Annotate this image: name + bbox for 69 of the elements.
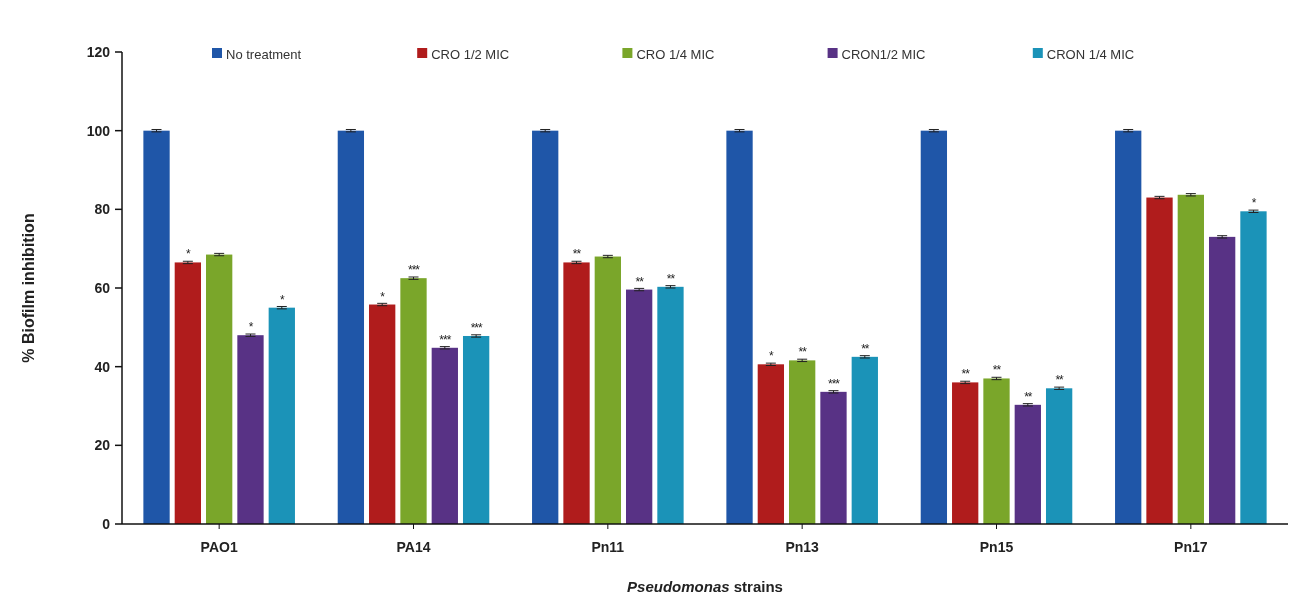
bar: [851, 356, 878, 524]
x-tick-label: PAO1: [200, 539, 238, 555]
data-label: ***: [439, 332, 452, 347]
x-tick-label: Pn13: [785, 539, 820, 555]
legend-label: CRO 1/2 MIC: [431, 46, 510, 62]
bar: [626, 289, 653, 524]
data-label: **: [798, 345, 808, 360]
x-tick-label: Pn15: [979, 539, 1014, 555]
bar: [532, 130, 559, 524]
bar: [206, 254, 233, 524]
bar: [757, 364, 784, 524]
bar: [657, 286, 684, 524]
x-tick-label: PA14: [396, 539, 431, 555]
data-label: **: [635, 274, 645, 289]
y-tick-label: 80: [94, 201, 111, 218]
data-label: **: [992, 363, 1002, 378]
legend-label: No treatment: [226, 46, 302, 62]
data-label: *: [279, 292, 285, 307]
bar: [237, 335, 264, 524]
bar: [594, 256, 621, 524]
y-axis-title: % Biofilm inhibition: [20, 213, 37, 363]
y-tick-label: 20: [94, 437, 111, 454]
bar: [462, 335, 490, 524]
x-tick-label: Pn11: [591, 539, 625, 555]
bar: [726, 130, 753, 524]
bar: [268, 307, 295, 524]
data-label: **: [1024, 389, 1033, 404]
y-tick-label: 120: [86, 43, 111, 60]
bar: [1240, 211, 1267, 524]
data-label: *: [769, 349, 775, 364]
bar: [1045, 388, 1073, 524]
y-tick-label: 40: [94, 358, 111, 375]
bar: [143, 130, 170, 524]
data-label: **: [961, 367, 971, 382]
data-label: **: [572, 247, 582, 262]
y-tick-label: 60: [94, 279, 111, 296]
bar: [174, 262, 201, 524]
bar: [983, 378, 1010, 524]
legend-label: CRON 1/4 MIC: [1046, 46, 1135, 62]
bar: [820, 391, 847, 524]
legend-label: CRON1/2 MIC: [841, 46, 926, 62]
data-label: **: [861, 341, 870, 356]
x-tick-label: Pn17: [1174, 539, 1208, 555]
bar: [369, 304, 396, 524]
data-label: *: [248, 320, 254, 335]
data-label: *: [1251, 196, 1257, 211]
legend-label: CRO 1/4 MIC: [636, 46, 715, 62]
data-label: **: [666, 271, 676, 286]
data-label: ***: [407, 263, 421, 278]
data-label: ***: [827, 376, 841, 391]
data-label: *: [186, 247, 192, 262]
x-axis-title: Pseudomonas strains: [627, 578, 783, 595]
bar: [1209, 236, 1236, 524]
bar: [1146, 197, 1173, 524]
bar: [563, 262, 590, 524]
bar: [400, 278, 427, 524]
bar: [789, 360, 816, 524]
data-label: ***: [470, 320, 483, 335]
data-label: *: [380, 289, 386, 304]
y-tick-label: 0: [102, 515, 111, 532]
bar: [1014, 404, 1041, 524]
bar: [920, 130, 948, 524]
bar: [431, 347, 458, 524]
data-label: **: [1055, 373, 1065, 388]
bar: [1115, 130, 1142, 524]
bar: [337, 130, 365, 524]
y-tick-label: 100: [86, 122, 111, 139]
bar: [952, 382, 979, 524]
bar: [1177, 194, 1204, 524]
